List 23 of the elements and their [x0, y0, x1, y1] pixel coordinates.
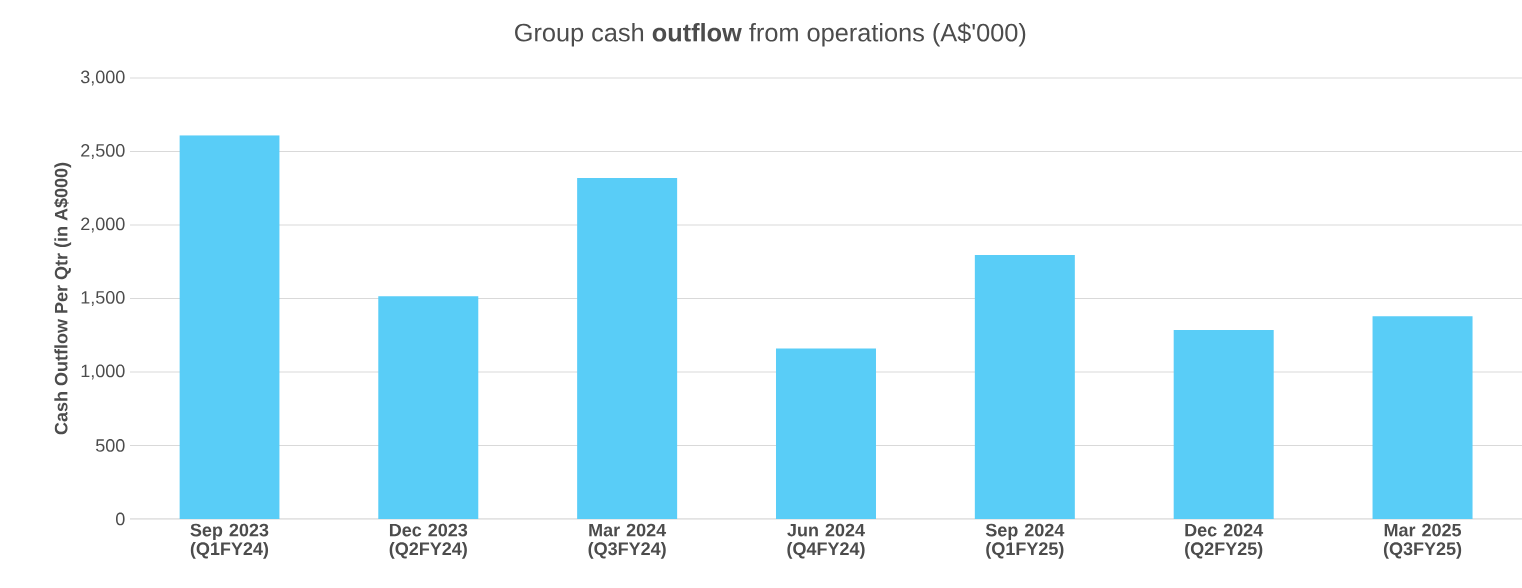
y-tick-label: 1,500: [81, 291, 125, 306]
x-tick-label: Dec 2023 (Q2FY24): [389, 523, 468, 559]
x-tick-label: Sep 2023 (Q1FY24): [190, 523, 269, 559]
bar: [378, 296, 479, 519]
bar: [577, 177, 678, 519]
y-tick-label: 3,000: [80, 70, 125, 86]
bar: [974, 255, 1075, 519]
y-axis-title: Cash Outflow Per Qtr (in A$000): [54, 162, 72, 435]
x-tick-label: Dec 2024 (Q2FY25): [1185, 523, 1264, 559]
x-tick-label: Jun 2024 (Q4FY24): [787, 523, 865, 559]
bar: [1372, 316, 1473, 519]
x-tick-label: Mar 2025 (Q3FY25): [1383, 523, 1462, 559]
y-tick-label: 1,000: [81, 364, 125, 380]
y-tick-label: 2,500: [81, 144, 125, 159]
bar: [775, 348, 876, 519]
bar: [1173, 330, 1274, 519]
bar: [179, 135, 280, 519]
chart-title: Group cash outflow from operations (A$'000): [515, 22, 1026, 47]
y-tick-label: 2,000: [81, 217, 125, 233]
x-tick-label: Sep 2024 (Q1FY25): [985, 523, 1065, 559]
y-tick-label: 500: [95, 439, 125, 452]
y-tick-label: 0: [116, 512, 125, 526]
x-tick-label: Mar 2024 (Q3FY24): [588, 523, 667, 559]
